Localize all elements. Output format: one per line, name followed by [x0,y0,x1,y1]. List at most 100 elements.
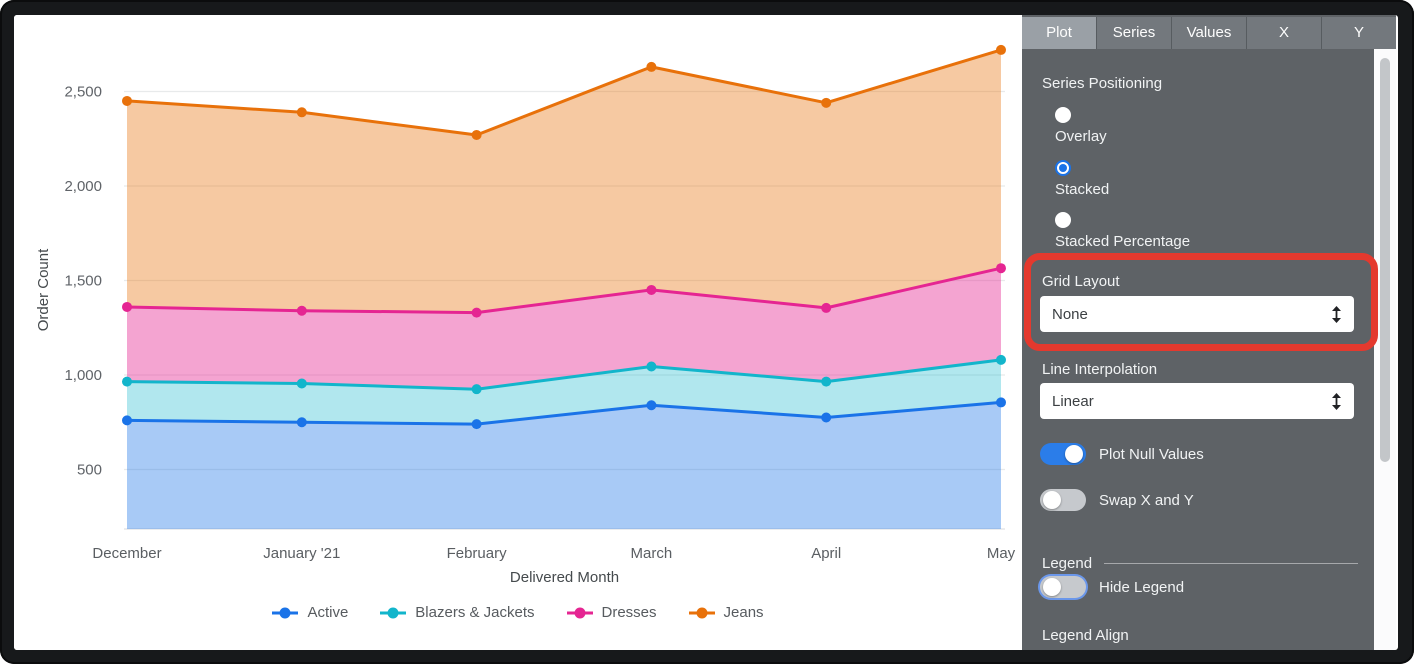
legend-align-label: Legend Align [1042,627,1129,644]
radio-label: Overlay [1055,128,1107,145]
tab-x[interactable]: X [1246,17,1321,49]
toggle-knob [1043,578,1061,596]
panel-body: Series Positioning Overlay Stacked Stacked… [1022,49,1378,650]
hide-legend-toggle[interactable] [1040,576,1086,598]
data-point[interactable] [821,412,832,423]
line-interpolation-select[interactable]: Linear [1040,383,1354,419]
legend-item-dresses[interactable]: Dresses [566,604,657,621]
data-point[interactable] [646,61,657,72]
tab-series[interactable]: Series [1096,17,1171,49]
legend-section-title: Legend [1042,555,1093,572]
radio-selected-icon[interactable] [1055,160,1071,176]
swap-x-and-y-label: Swap X and Y [1099,491,1194,509]
hide-legend-label: Hide Legend [1099,578,1185,596]
panel-tabs: Plot Series Values X Y [1022,17,1396,49]
data-point[interactable] [821,97,832,108]
tab-plot[interactable]: Plot [1022,17,1096,49]
plot-null-values-toggle[interactable] [1040,443,1086,465]
line-interpolation-label: Line Interpolation [1042,361,1158,378]
data-point[interactable] [646,284,657,295]
y-tick-label: 2,000 [64,178,102,195]
grid-layout-select[interactable]: None [1040,296,1354,332]
legend-item-active[interactable]: Active [272,604,348,621]
radio-option-overlay[interactable]: Overlay [1055,107,1107,145]
area-band-blazers-jackets [127,359,1001,425]
radio-option-stacked[interactable]: Stacked [1055,160,1109,198]
data-point[interactable] [122,415,132,426]
legend-marker-icon [566,607,593,618]
legend-label: Active [307,604,349,621]
y-axis-title: Order Count [35,248,52,331]
x-tick-label: March [631,545,673,562]
line-interpolation-value: Linear [1052,392,1094,410]
x-tick-label: December [92,545,161,562]
data-point[interactable] [471,129,482,140]
data-point[interactable] [296,378,307,389]
y-tick-label: 1,500 [64,273,102,290]
grid-layout-value: None [1052,305,1088,323]
legend-item-blazers-jackets[interactable]: Blazers & Jackets [380,604,535,621]
x-tick-label: February [447,545,508,562]
y-tick-label: 500 [77,462,102,479]
stacked-area-chart: 500 1,000 1,500 2,000 2,500 December January '… [35,44,1016,586]
swap-x-and-y-toggle[interactable] [1040,489,1086,511]
toggle-knob [1043,491,1061,509]
series-positioning-label: Series Positioning [1042,75,1163,92]
tab-y[interactable]: Y [1321,17,1396,49]
tab-values[interactable]: Values [1171,17,1246,49]
app-content: 500 1,000 1,500 2,000 2,500 December January '… [14,15,1398,650]
data-point[interactable] [471,384,482,395]
x-tick-label: April [811,545,841,562]
area-band-dresses [127,268,1001,390]
section-divider [1104,563,1358,564]
data-point[interactable] [296,417,307,428]
data-point[interactable] [996,354,1006,365]
data-point[interactable] [122,301,132,312]
y-tick-label: 1,000 [64,367,102,384]
series-line-jeans [126,48,1002,137]
data-point[interactable] [122,95,132,106]
data-point[interactable] [996,397,1006,408]
data-point[interactable] [471,307,482,318]
grid-layout-label: Grid Layout [1042,273,1120,290]
legend-label: Dresses [601,604,657,621]
hide-legend-row: Hide Legend [1040,576,1184,598]
data-point[interactable] [296,107,307,118]
x-tick-label: January '21 [263,545,340,562]
data-point[interactable] [122,376,132,387]
radio-label: Stacked [1055,181,1110,198]
data-point[interactable] [471,419,482,430]
swap-x-y-row: Swap X and Y [1040,489,1194,511]
data-point[interactable] [821,302,832,313]
toggle-knob [1065,445,1083,463]
legend-label: Blazers & Jackets [415,604,535,621]
area-band-active [127,402,1001,529]
data-point[interactable] [646,400,657,411]
radio-icon[interactable] [1055,212,1071,228]
panel-scrollbar-thumb[interactable] [1380,58,1390,462]
properties-panel: Plot Series Values X Y Series Positioning Ov… [1022,15,1396,650]
chart-legend: Active Blazers & Jackets Dresses Jeans [14,604,1022,621]
updown-arrow-icon [1332,392,1341,410]
radio-icon[interactable] [1055,107,1071,123]
legend-marker-icon [380,607,407,618]
legend-marker-icon [688,607,715,618]
area-band-jeans [127,49,1001,313]
legend-item-jeans[interactable]: Jeans [688,604,764,621]
series-line-dresses [126,266,1002,315]
data-point[interactable] [296,305,307,316]
panel-scrollbar-track[interactable] [1374,49,1396,650]
legend-marker-icon [272,607,299,618]
series-line-active [126,400,1002,426]
legend-label: Jeans [723,604,764,621]
x-axis-title: Delivered Month [510,569,619,586]
radio-option-stacked-percentage[interactable]: Stacked Percentage [1055,212,1190,250]
data-point[interactable] [646,361,657,372]
radio-label: Stacked Percentage [1055,233,1191,250]
data-point[interactable] [821,376,832,387]
data-point[interactable] [996,263,1006,274]
plot-null-values-label: Plot Null Values [1099,445,1204,463]
data-point[interactable] [996,44,1006,55]
y-tick-label: 2,500 [64,84,102,101]
